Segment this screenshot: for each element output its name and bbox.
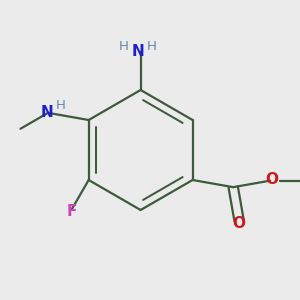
Text: O: O: [266, 172, 278, 187]
Text: H: H: [119, 40, 129, 53]
Text: N: N: [131, 44, 144, 59]
Text: O: O: [232, 216, 246, 231]
Text: F: F: [67, 204, 77, 219]
Text: H: H: [147, 40, 157, 53]
Text: H: H: [55, 99, 65, 112]
Text: N: N: [41, 105, 53, 120]
